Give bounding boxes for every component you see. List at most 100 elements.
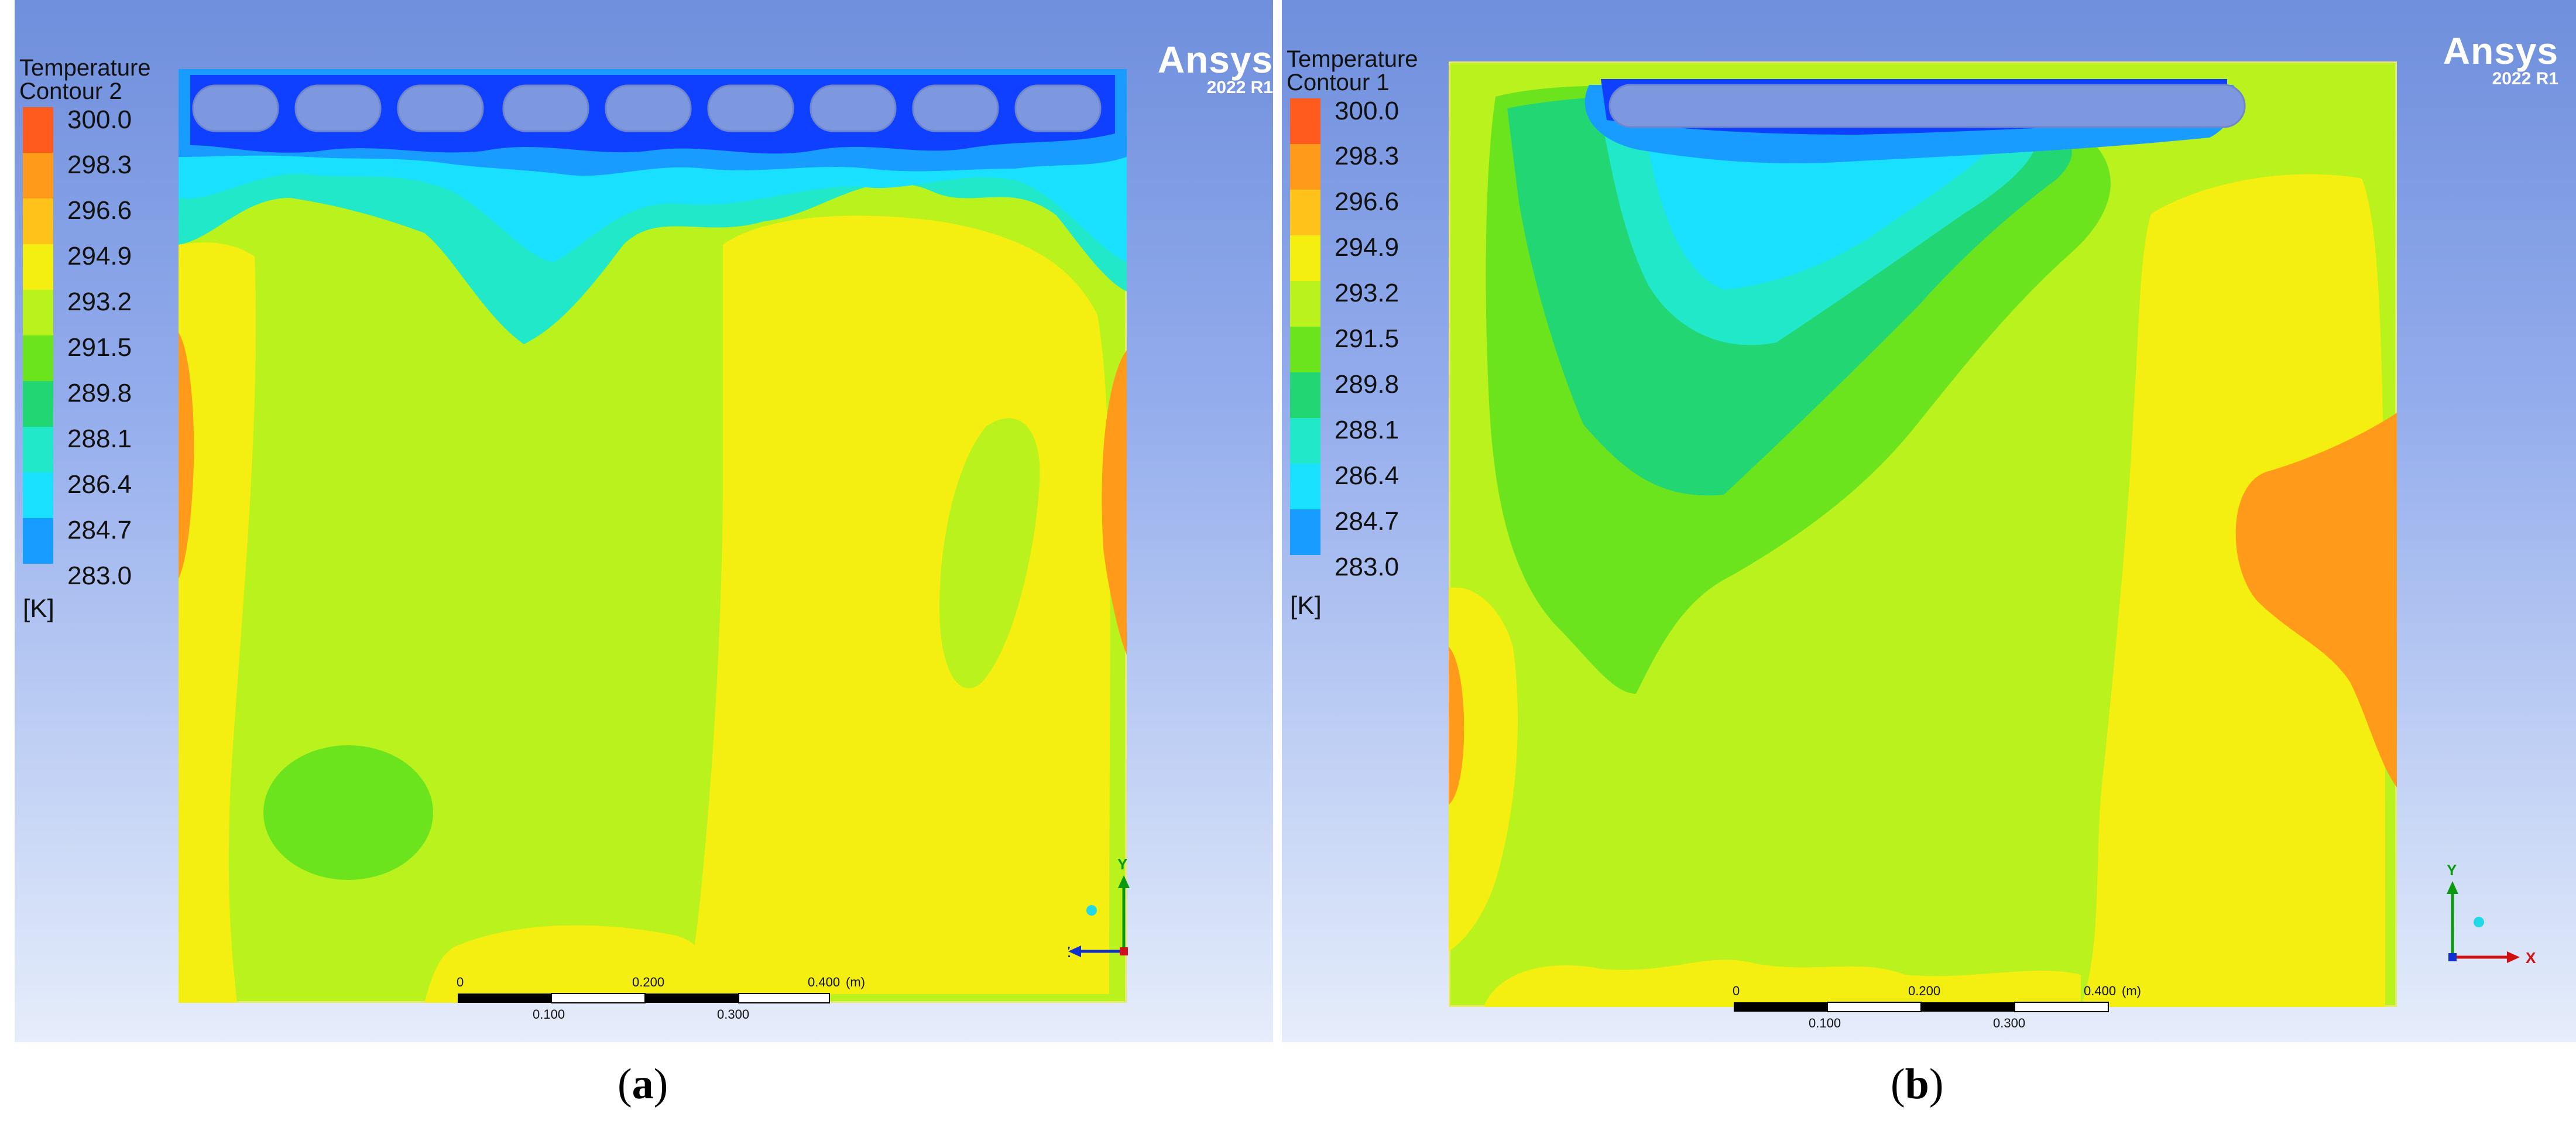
legend-subtitle: Contour 2: [19, 78, 122, 104]
legend-tick: 300.0: [67, 105, 132, 134]
inlet: [397, 84, 484, 132]
legend-tick: 291.5: [1335, 324, 1400, 353]
caption-letter: a: [632, 1060, 654, 1108]
axis-origin-marker: [2474, 917, 2484, 927]
scale-label: 0.200: [632, 975, 665, 989]
color-band: [23, 290, 53, 335]
inlet: [912, 84, 999, 132]
color-band: [1290, 418, 1320, 464]
legend-unit: [K]: [23, 594, 54, 623]
brand-name: Ansys: [2443, 30, 2558, 72]
color-band: [1290, 98, 1320, 144]
caption-a: (a): [618, 1060, 668, 1109]
legend-unit: [K]: [1290, 591, 1322, 620]
color-band: [23, 381, 53, 427]
axis-triad-a: Y Z: [1068, 855, 1130, 961]
legend-title: Temperature: [19, 55, 151, 81]
brand-name: Ansys: [1157, 39, 1273, 81]
color-band: [23, 198, 53, 244]
scale-label: 0.300: [717, 1007, 750, 1022]
legend-b: Temperature Contour 1 300.0 298.3 296.6 …: [1287, 46, 1474, 620]
color-band: [23, 518, 53, 564]
color-band: [1290, 464, 1320, 509]
color-band: [1290, 144, 1320, 190]
axis-y-label: Y: [1117, 855, 1127, 873]
legend-tick: 289.8: [67, 379, 132, 407]
caption-paren-close: ): [653, 1060, 668, 1108]
scale-label: 0.100: [1809, 1016, 1841, 1030]
color-band: [1290, 327, 1320, 372]
color-band: [23, 427, 53, 472]
legend-tick: 289.8: [1335, 370, 1400, 399]
scale-label: 0: [457, 975, 464, 989]
caption-letter: b: [1905, 1060, 1929, 1108]
panel-b: Ansys 2022 R1 Temperature Contour 1 300.…: [1282, 0, 2576, 1042]
color-bar: [23, 107, 53, 564]
legend-tick: 291.5: [67, 333, 132, 362]
ansys-logo: Ansys 2022 R1: [1121, 41, 1273, 97]
color-band: [23, 107, 53, 153]
inlet: [294, 84, 382, 132]
legend-tick: 293.2: [67, 287, 132, 316]
color-band: [23, 335, 53, 381]
contour-plot-a: [179, 69, 1127, 1003]
brand-version: 2022 R1: [1206, 78, 1273, 97]
scale-unit: (m): [2122, 984, 2141, 998]
scale-label: 0: [1733, 984, 1740, 998]
legend-tick: 284.7: [67, 516, 132, 544]
inlet: [1014, 84, 1102, 132]
inlet: [809, 84, 897, 132]
legend-tick: 294.9: [1335, 233, 1400, 262]
color-band: [23, 153, 53, 198]
legend-tick: 296.6: [1335, 187, 1400, 216]
caption-paren-close: ): [1929, 1060, 1944, 1108]
color-band: [1290, 235, 1320, 281]
scale-unit: (m): [846, 975, 865, 989]
legend-tick: 286.4: [67, 470, 132, 499]
brand-version: 2022 R1: [2492, 69, 2558, 88]
inlet: [707, 84, 794, 132]
legend-subtitle: Contour 1: [1287, 70, 1390, 95]
color-band: [23, 244, 53, 290]
scale-label: 0.100: [533, 1007, 565, 1022]
color-band: [23, 472, 53, 518]
axis-origin-marker: [1086, 905, 1097, 916]
color-band: [1290, 372, 1320, 418]
legend-tick: 288.1: [1335, 416, 1400, 444]
inlet: [605, 84, 692, 132]
panel-a: Ansys 2022 R1 Temperature Contour 2 300.…: [15, 0, 1273, 1042]
scale-ruler: [1734, 1002, 2109, 1012]
legend-a: Temperature Contour 2 300.0 298.3 296.6 …: [19, 55, 207, 623]
legend-tick: 300.0: [1335, 97, 1400, 125]
color-band: [1290, 509, 1320, 555]
scale-bar-a: 0 0.200 0.400 (m) 0.100 0.300: [457, 975, 866, 1022]
inlet: [502, 84, 589, 132]
legend-title: Temperature: [1287, 46, 1418, 72]
legend-tick: 284.7: [1335, 507, 1400, 536]
color-bar: [1290, 98, 1320, 555]
inlet: [1608, 84, 2246, 128]
scale-label: 0.400: [2084, 984, 2117, 998]
axis-z-label: Z: [1068, 943, 1071, 961]
legend-tick: 283.0: [1335, 553, 1400, 581]
axis-y-label: Y: [2447, 861, 2457, 879]
axis-x-label: X: [2526, 949, 2536, 967]
caption-b: (b): [1891, 1060, 1943, 1109]
color-band: [1290, 190, 1320, 235]
legend-tick: 286.4: [1335, 461, 1400, 490]
contour-plot-b: [1449, 61, 2397, 1007]
legend-tick: 283.0: [67, 561, 132, 590]
legend-tick: 294.9: [67, 242, 132, 270]
scale-label: 0.300: [1993, 1016, 2026, 1030]
caption-paren-open: (: [618, 1060, 632, 1108]
inlet: [192, 84, 279, 132]
caption-paren-open: (: [1891, 1060, 1905, 1108]
color-band: [1290, 281, 1320, 327]
ansys-logo: Ansys 2022 R1: [2406, 32, 2558, 88]
legend-tick: 288.1: [67, 424, 132, 453]
scale-ruler: [458, 993, 830, 1003]
legend-tick: 293.2: [1335, 279, 1400, 307]
legend-tick: 298.3: [1335, 142, 1400, 170]
scale-label: 0.200: [1908, 984, 1941, 998]
axis-triad-b: Y X: [2447, 861, 2536, 967]
